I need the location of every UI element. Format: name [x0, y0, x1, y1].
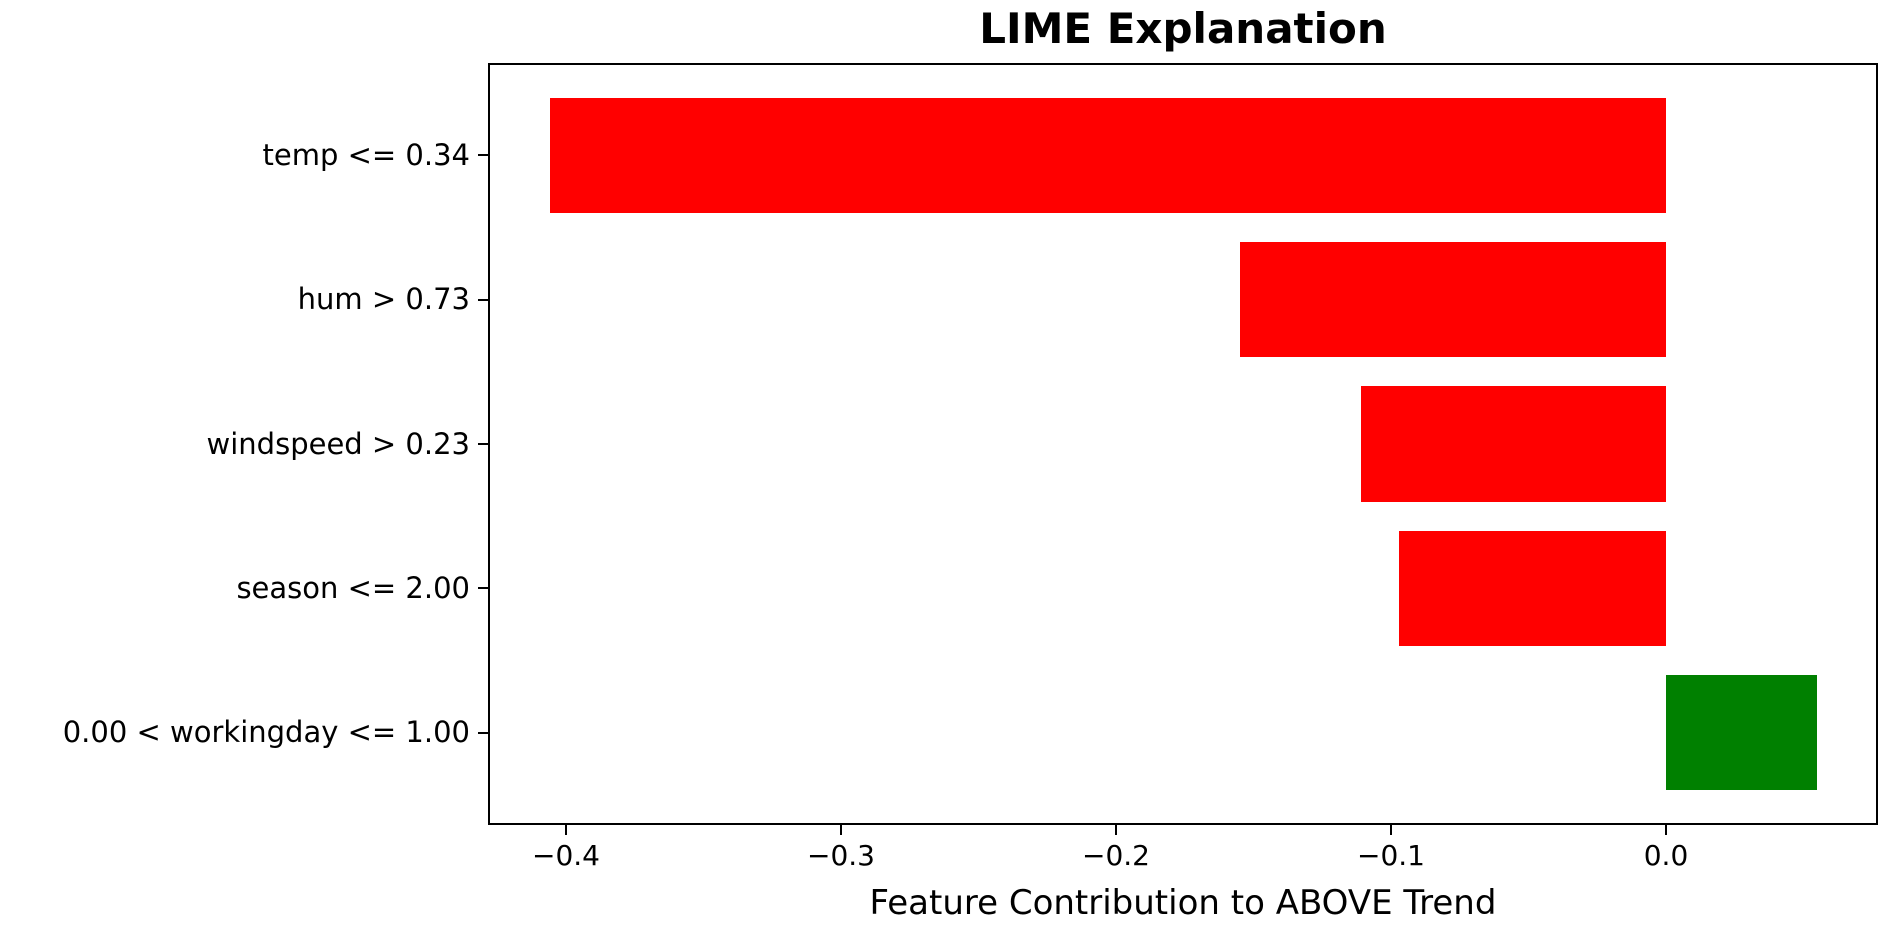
- x-axis-label: Feature Contribution to ABOVE Trend: [869, 883, 1497, 923]
- y-axis-category-label-3: season <= 2.00: [236, 570, 470, 605]
- y-axis-tick-4: [478, 731, 488, 734]
- bar-0: [549, 97, 1666, 214]
- x-axis-tick-label-2: −0.2: [1082, 839, 1150, 872]
- x-axis-tick-label-3: −0.1: [1357, 839, 1425, 872]
- chart-title: LIME Explanation: [979, 4, 1387, 53]
- x-axis-tick-1: [840, 825, 842, 835]
- y-axis-category-label-2: windspeed > 0.23: [206, 426, 470, 461]
- bar-1: [1239, 242, 1666, 358]
- x-axis-tick-label-0: −0.4: [532, 839, 600, 872]
- y-axis-tick-3: [478, 587, 488, 590]
- x-axis-tick-0: [565, 825, 567, 835]
- y-axis-tick-1: [478, 298, 488, 301]
- x-axis-tick-4: [1665, 825, 1667, 835]
- x-axis-tick-2: [1115, 825, 1117, 835]
- bar-3: [1399, 530, 1666, 646]
- y-axis-category-label-0: temp <= 0.34: [262, 137, 470, 172]
- y-axis-tick-0: [478, 154, 488, 157]
- bar-2: [1360, 386, 1666, 502]
- x-axis-tick-3: [1390, 825, 1392, 835]
- bar-4: [1666, 674, 1818, 791]
- x-axis-tick-label-1: −0.3: [807, 839, 875, 872]
- y-axis-category-label-4: 0.00 < workingday <= 1.00: [62, 715, 470, 750]
- y-axis-category-label-1: hum > 0.73: [297, 282, 470, 317]
- y-axis-tick-2: [478, 443, 488, 445]
- x-axis-tick-label-4: 0.0: [1643, 839, 1689, 872]
